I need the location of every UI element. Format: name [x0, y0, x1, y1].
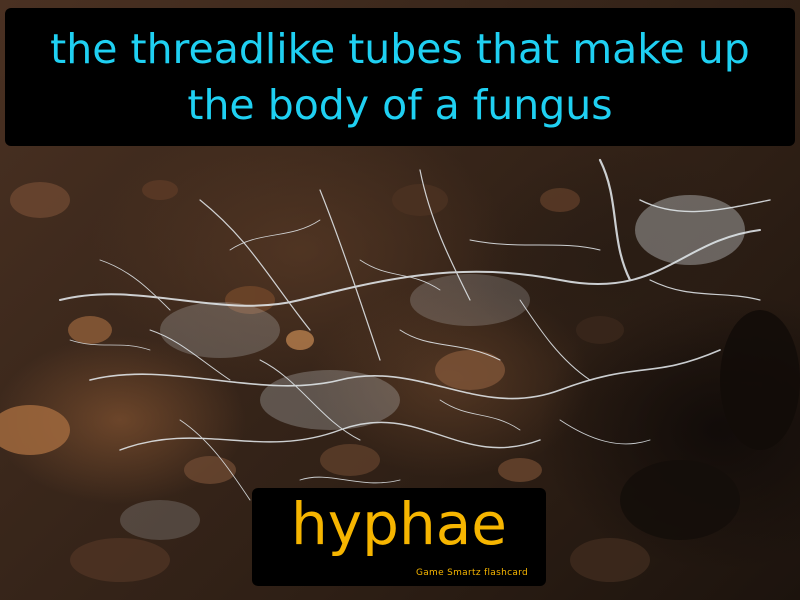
brand-label: Game Smartz flashcard	[415, 568, 528, 578]
soil-texture	[0, 180, 800, 582]
term-box: hyphae Game Smartz flashcard	[252, 488, 546, 586]
definition-text: the threadlike tubes that make up the bo…	[50, 25, 750, 129]
hyphae-threads	[59, 158, 771, 501]
definition-box: the threadlike tubes that make up the bo…	[5, 8, 795, 146]
mycelium-patches	[120, 195, 745, 540]
term-text: hyphae	[291, 490, 507, 558]
